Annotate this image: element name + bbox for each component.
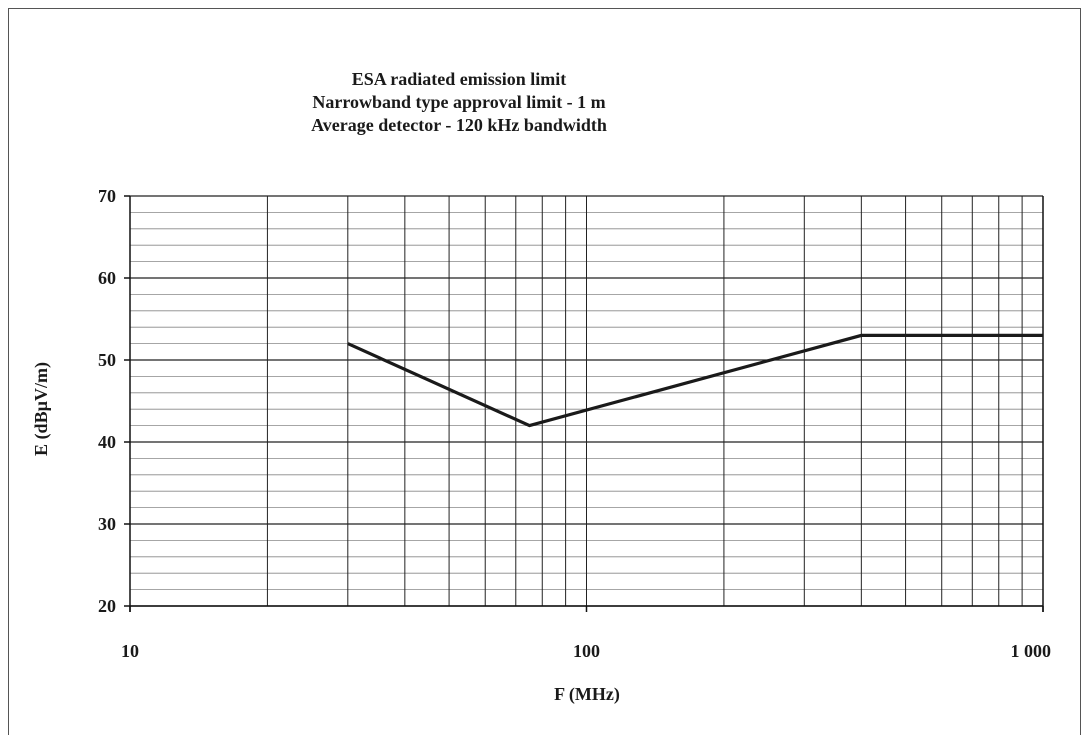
chart-title: ESA radiated emission limit Narrowband t… [311,69,607,135]
title-line-1: ESA radiated emission limit [352,69,567,89]
y-tick-label-50: 50 [98,350,116,370]
title-line-3: Average detector - 120 kHz bandwidth [311,115,607,135]
x-axis-title: F (MHz) [554,684,620,705]
x-tick-label-1000: 1 000 [1011,641,1052,661]
y-tick-label-40: 40 [98,432,116,452]
grid [130,196,1043,606]
y-tick-label-20: 20 [98,596,116,616]
y-tick-label-60: 60 [98,268,116,288]
chart: ESA radiated emission limit Narrowband t… [9,9,1082,736]
x-tick-label-100: 100 [573,641,600,661]
series [348,335,1043,425]
chart-frame: ESA radiated emission limit Narrowband t… [8,8,1081,735]
x-tick-label-10: 10 [121,641,139,661]
title-line-2: Narrowband type approval limit - 1 m [312,92,605,112]
series-line-0 [348,335,1043,425]
y-axis-title: E (dBµV/m) [31,362,52,456]
y-tick-label-70: 70 [98,186,116,206]
y-tick-label-30: 30 [98,514,116,534]
